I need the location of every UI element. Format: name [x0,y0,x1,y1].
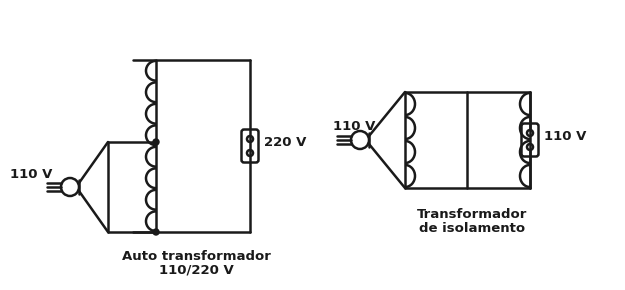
Text: 110/220 V: 110/220 V [159,264,234,276]
Text: Transformador: Transformador [417,209,528,222]
Text: Auto transformador: Auto transformador [122,249,271,262]
Circle shape [153,229,159,235]
Text: de isolamento: de isolamento [419,222,525,235]
Text: 110 V: 110 V [544,130,586,142]
Circle shape [153,139,159,145]
Text: 110 V: 110 V [10,168,52,182]
Text: 220 V: 220 V [264,135,306,148]
Text: 110 V: 110 V [333,119,376,133]
